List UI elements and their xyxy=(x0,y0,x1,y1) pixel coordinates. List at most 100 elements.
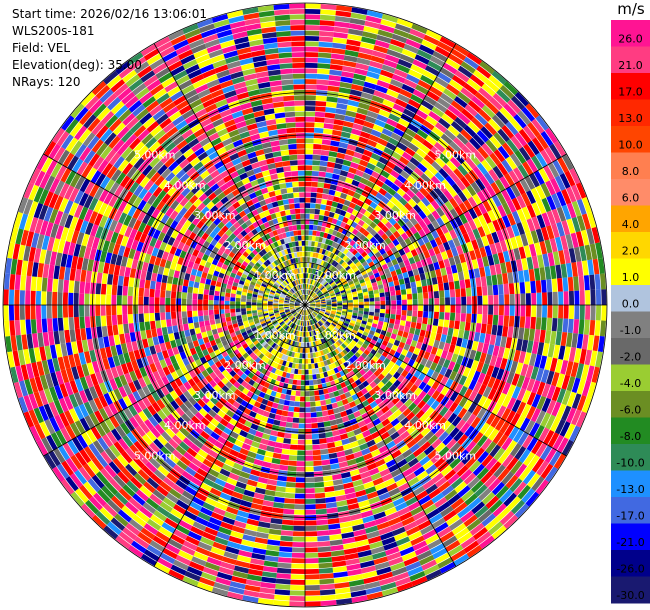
velocity-gate xyxy=(385,160,396,170)
velocity-gate xyxy=(344,487,356,495)
velocity-gate xyxy=(309,273,312,279)
velocity-gate xyxy=(442,164,453,176)
velocity-gate xyxy=(476,257,484,268)
velocity-gate xyxy=(489,135,502,149)
velocity-gate xyxy=(492,93,507,107)
velocity-gate xyxy=(533,170,545,186)
velocity-gate xyxy=(285,481,296,488)
velocity-gate xyxy=(499,358,508,370)
velocity-gate xyxy=(576,215,586,232)
velocity-gate xyxy=(341,269,347,275)
velocity-gate xyxy=(409,327,416,335)
velocity-gate xyxy=(438,357,446,367)
velocity-gate xyxy=(339,318,345,323)
velocity-gate xyxy=(352,337,359,343)
velocity-gate xyxy=(325,398,332,405)
velocity-gate xyxy=(481,159,493,172)
velocity-gate xyxy=(350,319,356,325)
velocity-gate xyxy=(312,312,317,317)
velocity-gate xyxy=(425,359,433,369)
velocity-gate xyxy=(343,55,358,63)
velocity-gate xyxy=(361,285,367,290)
velocity-gate xyxy=(448,256,456,266)
velocity-gate xyxy=(352,361,359,368)
velocity-gate xyxy=(309,300,315,304)
velocity-gate xyxy=(461,145,473,158)
velocity-gate xyxy=(326,200,333,207)
velocity-gate xyxy=(362,86,375,95)
velocity-gate xyxy=(492,345,500,357)
velocity-gate xyxy=(321,464,332,471)
velocity-gate xyxy=(381,64,396,74)
velocity-gate xyxy=(95,294,101,305)
velocity-gate xyxy=(481,513,496,527)
velocity-gate xyxy=(358,207,367,215)
velocity-gate xyxy=(331,173,340,180)
velocity-gate xyxy=(315,106,326,112)
velocity-gate xyxy=(337,283,343,288)
velocity-gate xyxy=(314,122,325,129)
velocity-gate xyxy=(323,268,329,274)
velocity-gate xyxy=(313,310,319,315)
velocity-gate xyxy=(318,339,323,345)
velocity-gate xyxy=(324,491,336,498)
velocity-gate xyxy=(563,291,569,305)
velocity-gate xyxy=(338,285,344,290)
velocity-gate xyxy=(320,4,337,11)
velocity-gate xyxy=(189,328,196,336)
velocity-gate xyxy=(413,181,423,191)
velocity-gate xyxy=(57,305,63,318)
velocity-gate xyxy=(405,496,418,507)
velocity-gate xyxy=(481,363,490,375)
velocity-gate xyxy=(25,319,32,335)
velocity-gate xyxy=(309,298,314,302)
velocity-gate xyxy=(368,290,374,295)
velocity-gate xyxy=(568,305,575,320)
velocity-gate xyxy=(401,83,415,94)
velocity-gate xyxy=(305,267,307,273)
velocity-gate xyxy=(526,340,534,354)
velocity-gate xyxy=(393,192,403,201)
velocity-gate xyxy=(322,349,327,355)
velocity-gate xyxy=(281,448,290,455)
velocity-gate xyxy=(374,397,383,405)
velocity-gate xyxy=(355,343,362,349)
velocity-gate xyxy=(281,410,289,417)
velocity-gate xyxy=(337,97,349,105)
velocity-gate xyxy=(314,363,319,369)
velocity-gate xyxy=(441,179,452,190)
velocity-gate xyxy=(337,352,343,359)
velocity-gate xyxy=(367,409,376,417)
velocity-gate xyxy=(305,14,321,20)
velocity-gate xyxy=(358,355,365,362)
velocity-gate xyxy=(368,105,381,114)
velocity-gate xyxy=(25,305,31,320)
velocity-gate xyxy=(317,283,322,289)
velocity-gate xyxy=(366,139,378,148)
velocity-gate xyxy=(516,222,525,236)
velocity-gate xyxy=(450,48,467,61)
velocity-gate xyxy=(387,187,397,197)
velocity-gate xyxy=(557,278,563,292)
velocity-gate xyxy=(380,305,386,310)
velocity-gate xyxy=(342,542,357,550)
velocity-gate xyxy=(340,291,347,296)
velocity-gate xyxy=(492,503,507,517)
velocity-gate xyxy=(313,133,323,139)
velocity-gate xyxy=(448,281,455,290)
velocity-gate xyxy=(305,504,316,510)
velocity-gate xyxy=(410,321,417,329)
velocity-gate xyxy=(522,434,534,449)
velocity-gate xyxy=(427,284,434,293)
velocity-gate xyxy=(293,374,298,380)
velocity-gate xyxy=(328,339,334,346)
velocity-gate xyxy=(566,202,577,219)
velocity-gate xyxy=(372,247,379,255)
velocity-gate xyxy=(323,183,331,189)
velocity-gate xyxy=(331,362,337,369)
velocity-gate xyxy=(309,208,316,214)
velocity-gate xyxy=(433,290,440,299)
velocity-gate xyxy=(529,173,540,188)
velocity-gate xyxy=(549,357,558,372)
velocity-gate xyxy=(307,284,310,290)
